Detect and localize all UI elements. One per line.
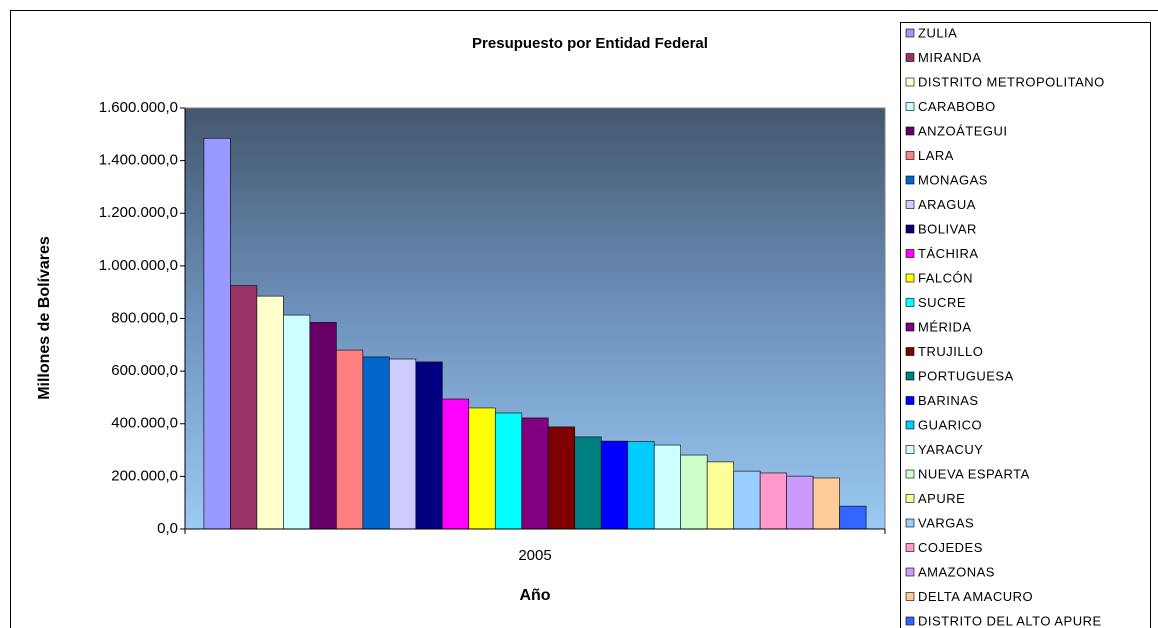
- legend-label: MONAGAS: [918, 172, 988, 187]
- bar: [574, 436, 602, 530]
- legend-swatch: [905, 53, 915, 62]
- x-axis-label: Año: [519, 587, 550, 604]
- y-tick-label: 1.600.000,0: [99, 99, 178, 116]
- legend-label: COJEDES: [918, 540, 983, 555]
- legend-swatch: [905, 126, 915, 136]
- legend-swatch: [905, 371, 915, 381]
- bar: [521, 417, 549, 530]
- legend-swatch: [905, 420, 915, 430]
- legend-swatch: [905, 347, 915, 356]
- bar: [786, 475, 814, 530]
- legend-label: SUCRE: [918, 295, 966, 310]
- y-tick-label: 1.000.000,0: [99, 257, 178, 274]
- legend-swatch: [905, 151, 915, 160]
- legend-label: TÁCHIRA: [918, 246, 979, 261]
- y-tick-label: 400.000,0: [111, 415, 178, 432]
- bar: [680, 454, 708, 530]
- bar: [839, 505, 867, 530]
- y-tick-label: 1.200.000,0: [99, 204, 178, 221]
- y-axis-label: Millones de Bolívares: [36, 236, 53, 400]
- legend-label: MÉRIDA: [918, 319, 972, 334]
- legend-swatch: [905, 175, 915, 185]
- legend-label: AMAZONAS: [918, 564, 995, 579]
- legend-swatch: [905, 249, 915, 258]
- legend-label: MIRANDA: [918, 50, 981, 65]
- x-tick-label: 2005: [518, 547, 551, 564]
- legend-swatch: [905, 567, 915, 577]
- legend-swatch: [905, 224, 915, 234]
- y-tick-label: 600.000,0: [111, 362, 178, 379]
- bar: [283, 314, 311, 530]
- legend-swatch: [905, 396, 915, 405]
- legend-label: FALCÓN: [918, 270, 973, 285]
- bar: [733, 470, 761, 530]
- bar: [389, 358, 417, 530]
- legend-label: BOLIVAR: [918, 221, 977, 236]
- legend-swatch: [905, 200, 915, 209]
- legend-label: ZULIA: [918, 25, 957, 40]
- bar: [627, 441, 655, 530]
- legend-label: CARABOBO: [918, 99, 996, 114]
- legend-swatch: [905, 518, 915, 528]
- bar: [362, 356, 390, 530]
- legend-label: ARAGUA: [918, 197, 976, 212]
- bar: [600, 440, 629, 530]
- bar: [415, 361, 443, 530]
- legend-label: YARACUY: [918, 442, 983, 457]
- legend-swatch: [905, 445, 915, 454]
- legend-label: ANZOÁTEGUI: [918, 123, 1008, 138]
- legend-label: GUARICO: [918, 417, 982, 432]
- legend-swatch: [905, 322, 915, 332]
- y-tick-label: 800.000,0: [111, 309, 178, 326]
- legend-label: PORTUGUESA: [918, 368, 1014, 383]
- legend-swatch: [905, 77, 915, 87]
- legend-label: DISTRITO METROPOLITANO: [918, 74, 1105, 89]
- bar: [203, 137, 231, 530]
- bar: [336, 349, 364, 530]
- legend-swatch: [905, 494, 915, 503]
- y-tick-label: 0,0: [157, 520, 178, 537]
- legend-label: DELTA AMACURO: [918, 589, 1033, 604]
- legend-swatch: [905, 298, 915, 307]
- bar: [309, 322, 337, 530]
- legend-swatch: [905, 592, 915, 601]
- legend-swatch: [905, 102, 915, 111]
- bar: [256, 295, 284, 530]
- legend-swatch: [905, 469, 915, 479]
- legend-label: TRUJILLO: [918, 344, 983, 359]
- legend-label: APURE: [918, 491, 965, 506]
- bar: [706, 461, 734, 530]
- legend-swatch: [905, 616, 915, 626]
- chart-title: Presupuesto por Entidad Federal: [472, 35, 708, 52]
- bar: [468, 407, 496, 530]
- legend-swatch: [905, 273, 915, 283]
- legend-label: LARA: [918, 148, 954, 163]
- bar: [547, 426, 576, 530]
- legend-box: [900, 22, 1151, 628]
- legend-label: BARINAS: [918, 393, 979, 408]
- bar: [441, 398, 470, 530]
- chart-frame: [10, 10, 1158, 628]
- bar: [759, 472, 787, 530]
- bar: [653, 444, 681, 530]
- bar: [230, 285, 258, 530]
- legend-swatch: [905, 543, 915, 552]
- bar: [812, 477, 840, 530]
- legend-label: VARGAS: [918, 515, 974, 530]
- legend-label: NUEVA ESPARTA: [918, 466, 1030, 481]
- legend-swatch: [905, 28, 915, 38]
- legend-label: DISTRITO DEL ALTO APURE: [918, 613, 1102, 628]
- bar: [494, 412, 523, 530]
- y-tick-label: 1.400.000,0: [99, 152, 178, 169]
- y-tick-label: 200.000,0: [111, 467, 178, 484]
